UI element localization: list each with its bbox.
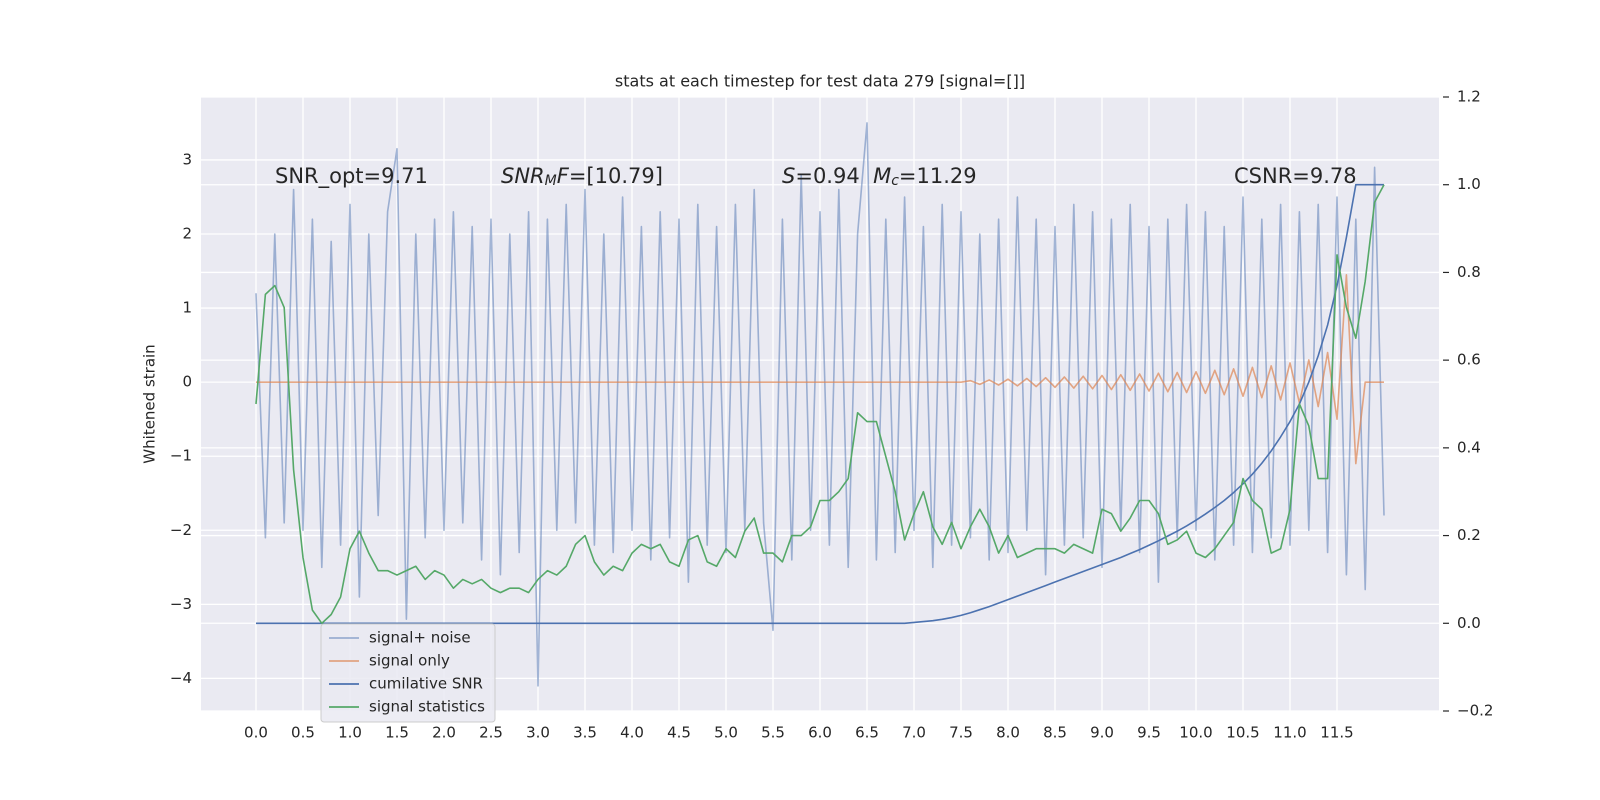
x-tick-label: 0.5 — [291, 724, 315, 742]
y-tick-label: −3 — [170, 595, 192, 613]
y-axis-label: Whitened strain — [141, 344, 159, 463]
x-tick-label: 7.5 — [949, 724, 973, 742]
y2-tick-label: 0.0 — [1457, 614, 1481, 632]
x-tick-label: 7.0 — [902, 724, 926, 742]
y-tick-label: 3 — [182, 150, 192, 168]
annotation: SNR_opt=9.71 — [275, 164, 428, 189]
legend-label: signal statistics — [369, 698, 485, 716]
annotation-part: CSNR=9.78 — [1234, 164, 1357, 188]
y-tick-label: −1 — [170, 447, 192, 465]
y2-tick-label: 1.2 — [1457, 88, 1481, 106]
series-line — [255, 183, 1385, 625]
y2-tick-label: 0.2 — [1457, 526, 1481, 544]
x-tick-label: 3.0 — [526, 724, 550, 742]
series-line — [255, 273, 1385, 465]
x-tick-label: 4.5 — [667, 724, 691, 742]
x-tick-label: 9.0 — [1090, 724, 1114, 742]
legend-label: signal only — [369, 652, 450, 670]
y2-tick-label: 0.6 — [1457, 351, 1481, 369]
y-tick-label: 0 — [182, 373, 192, 391]
annotation-part: SNR_opt=9.71 — [275, 164, 428, 189]
x-tick-label: 5.0 — [714, 724, 738, 742]
x-tick-label: 1.5 — [385, 724, 409, 742]
y-tick-label: 1 — [182, 299, 192, 317]
annotation-part: c — [891, 173, 899, 189]
y2-tick-label: 0.8 — [1457, 263, 1481, 281]
x-tick-label: 8.5 — [1043, 724, 1067, 742]
annotation-part: =0.94 — [795, 164, 873, 188]
annotation-part: F — [557, 164, 570, 188]
y2-tick-label: 0.4 — [1457, 438, 1481, 456]
x-tick-label: 1.0 — [338, 724, 362, 742]
x-tick-label: 4.0 — [620, 724, 644, 742]
x-tick-label: 2.5 — [479, 724, 503, 742]
annotation-part: =11.29 — [899, 164, 977, 188]
x-tick-label: 6.0 — [808, 724, 832, 742]
series-line — [255, 122, 1385, 687]
legend-box — [320, 623, 496, 723]
annotation-part: S — [782, 164, 795, 188]
y2-tick-label: −0.2 — [1457, 702, 1493, 720]
x-tick-label: 3.5 — [573, 724, 597, 742]
x-tick-label: 11.0 — [1273, 724, 1306, 742]
y-tick-label: 2 — [182, 225, 192, 243]
annotation-part: M — [545, 173, 557, 189]
annotation: CSNR=9.78 — [1234, 164, 1357, 188]
annotation-part: =[10.79] — [569, 164, 663, 188]
x-tick-label: 11.5 — [1320, 724, 1353, 742]
annotation-part: SNR — [501, 164, 545, 188]
legend-label: signal+ noise — [369, 629, 471, 647]
x-tick-label: 0.0 — [244, 724, 268, 742]
x-tick-label: 9.5 — [1137, 724, 1161, 742]
y2-tick-label: 1.0 — [1457, 175, 1481, 193]
chart-title: stats at each timestep for test data 279… — [615, 72, 1025, 91]
x-tick-label: 6.5 — [855, 724, 879, 742]
x-tick-label: 8.0 — [996, 724, 1020, 742]
series-line — [255, 184, 1385, 625]
y-tick-label: −2 — [170, 521, 192, 539]
legend-label: cumilative SNR — [369, 675, 483, 693]
x-tick-label: 10.5 — [1226, 724, 1259, 742]
x-tick-label: 2.0 — [432, 724, 456, 742]
y-tick-label: −4 — [170, 669, 192, 687]
annotation: SNRMF=[10.79] — [501, 164, 663, 189]
annotation-part: M — [873, 164, 891, 188]
x-tick-label: 10.0 — [1179, 724, 1212, 742]
x-tick-label: 5.5 — [761, 724, 785, 742]
annotation: S=0.94 Mc=11.29 — [782, 164, 977, 189]
